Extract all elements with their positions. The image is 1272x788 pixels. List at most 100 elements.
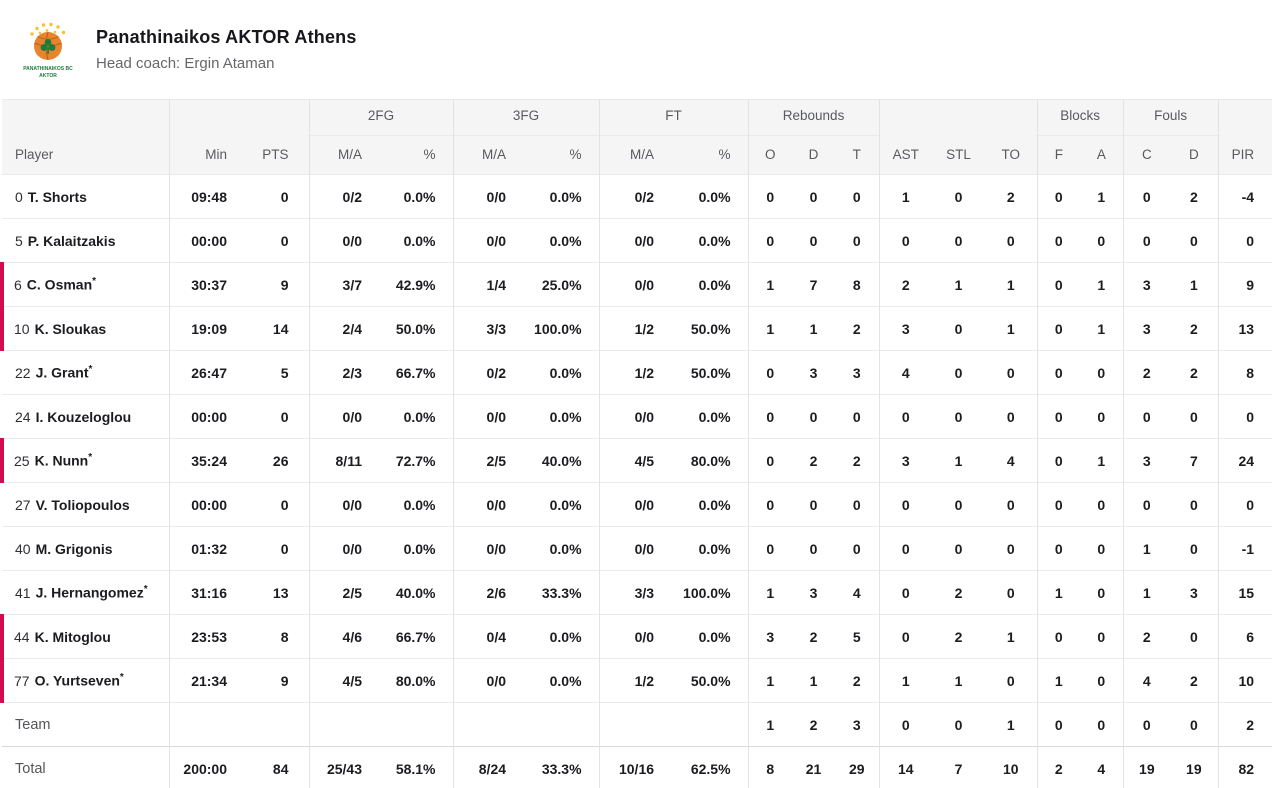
cell-fg2_pct: 80.0%	[379, 658, 454, 703]
cell-reb_t: 4	[835, 570, 880, 615]
cell-pts: 0	[244, 218, 309, 263]
cell-foul_c: 0	[1122, 218, 1171, 263]
cell-reb_d: 2	[792, 438, 836, 483]
cell-blk_a: 0	[1080, 702, 1124, 747]
cell-foul_d: 0	[1170, 702, 1219, 747]
cell-blk_f: 1	[1036, 570, 1081, 615]
cell-ast: 0	[878, 482, 933, 527]
table-header: Player Min PTS 2FG 3FG FT Rebounds AST S…	[2, 99, 1272, 175]
cell-reb_d: 0	[792, 174, 836, 219]
cell-min: 35:24	[168, 438, 244, 483]
cell-min: 01:32	[168, 526, 244, 571]
cell-fg3_ma: 0/0	[452, 218, 524, 263]
cell-pts: 26	[244, 438, 309, 483]
cell-reb_o: 1	[747, 262, 793, 307]
cell-ft_pct: 0.0%	[671, 526, 749, 571]
cell-foul_c: 19	[1122, 746, 1171, 788]
jersey-number: 24	[15, 408, 31, 425]
cell-min: 09:48	[168, 174, 244, 219]
cell-foul_d: 7	[1170, 438, 1219, 483]
team-logo: PANATHINAIKOS BC AKTOR	[18, 18, 78, 82]
cell-pir: 6	[1217, 614, 1272, 659]
cell-to: 0	[985, 658, 1038, 703]
player-name-cell[interactable]: 25 K. Nunn*	[0, 438, 169, 483]
cell-pir: 0	[1217, 482, 1272, 527]
player-name-cell[interactable]: 24 I. Kouzeloglou	[2, 394, 169, 439]
total-label: Total	[2, 746, 169, 788]
cell-reb_d: 3	[792, 570, 836, 615]
cell-fg3_pct: 40.0%	[523, 438, 600, 483]
cell-pts: 0	[244, 482, 309, 527]
cell-reb_t: 2	[835, 438, 880, 483]
cell-blk_a: 1	[1080, 438, 1124, 483]
cell-pts	[244, 702, 309, 747]
cell-ft_ma: 0/0	[598, 482, 672, 527]
col-header-player: Player	[2, 99, 169, 175]
cell-pts: 14	[244, 306, 309, 351]
cell-foul_d: 0	[1170, 526, 1219, 571]
cell-ast: 0	[878, 218, 933, 263]
jersey-number: 40	[15, 540, 31, 557]
cell-fg3_ma: 3/3	[452, 306, 524, 351]
cell-reb_t: 8	[835, 262, 880, 307]
cell-fg2_pct: 66.7%	[379, 350, 454, 395]
cell-blk_f: 0	[1036, 306, 1081, 351]
cell-fg2_ma: 8/11	[308, 438, 379, 483]
jersey-number: 6	[14, 276, 22, 293]
cell-to: 2	[985, 174, 1038, 219]
cell-reb_d: 0	[792, 526, 836, 571]
box-score-table: Player Min PTS 2FG 3FG FT Rebounds AST S…	[0, 99, 1272, 788]
cell-min: 21:34	[168, 658, 244, 703]
player-name-cell[interactable]: 77 O. Yurtseven*	[0, 658, 169, 703]
jersey-number: 41	[15, 584, 31, 601]
cell-ft_pct: 50.0%	[671, 658, 749, 703]
player-name: T. Shorts	[27, 188, 87, 205]
cell-ast: 1	[878, 174, 933, 219]
cell-fg2_pct: 66.7%	[379, 614, 454, 659]
cell-reb_d: 21	[792, 746, 836, 788]
cell-fg3_pct: 25.0%	[523, 262, 600, 307]
jersey-number: 44	[14, 628, 30, 645]
starter-mark: *	[88, 364, 93, 376]
player-name-cell[interactable]: 41 J. Hernangomez*	[2, 570, 169, 615]
jersey-number: 10	[14, 320, 30, 337]
starter-mark: *	[119, 672, 124, 684]
cell-reb_t: 29	[835, 746, 880, 788]
col-header-3fg-ma: M/A	[452, 135, 524, 175]
cell-foul_d: 0	[1170, 218, 1219, 263]
cell-foul_d: 2	[1170, 174, 1219, 219]
col-header-stl: STL	[932, 99, 986, 175]
cell-fg3_pct: 0.0%	[523, 174, 600, 219]
player-name-cell[interactable]: 0 T. Shorts	[2, 174, 169, 219]
table-row: 40 M. Grigonis 01:32 0 0/0 0.0% 0/0 0.0% 0/0 0.0%…	[2, 526, 1272, 571]
cell-pts: 84	[244, 746, 309, 788]
col-header-ast: AST	[878, 99, 933, 175]
jersey-number: 25	[14, 452, 30, 469]
player-name-cell[interactable]: 10 K. Sloukas	[0, 306, 169, 351]
player-name-cell[interactable]: 6 C. Osman*	[0, 262, 169, 307]
cell-ast: 2	[878, 262, 933, 307]
cell-ft_ma: 0/0	[598, 614, 672, 659]
cell-fg3_ma: 2/6	[452, 570, 524, 615]
cell-reb_d: 1	[792, 658, 836, 703]
cell-fg3_ma: 8/24	[452, 746, 524, 788]
cell-ft_ma: 10/16	[598, 746, 672, 788]
player-name-cell[interactable]: 5 P. Kalaitzakis	[2, 218, 169, 263]
cell-fg3_pct: 0.0%	[523, 394, 600, 439]
cell-fg2_ma	[308, 702, 379, 747]
col-header-ft-pct: %	[671, 135, 749, 175]
cell-foul_c: 2	[1122, 350, 1171, 395]
player-name-cell[interactable]: 44 K. Mitoglou	[0, 614, 169, 659]
cell-stl: 0	[932, 218, 986, 263]
player-name-cell[interactable]: 22 J. Grant*	[2, 350, 169, 395]
cell-foul_c: 1	[1122, 526, 1171, 571]
cell-fg2_pct: 0.0%	[379, 174, 454, 219]
player-name: V. Toliopoulos	[35, 496, 130, 513]
cell-pir: 82	[1217, 746, 1272, 788]
player-name-cell[interactable]: 40 M. Grigonis	[2, 526, 169, 571]
cell-ast: 14	[878, 746, 933, 788]
table-row: 24 I. Kouzeloglou 00:00 0 0/0 0.0% 0/0 0.0% 0/0 0…	[2, 394, 1272, 439]
cell-to: 1	[985, 702, 1038, 747]
cell-blk_f: 2	[1036, 746, 1081, 788]
player-name-cell[interactable]: 27 V. Toliopoulos	[2, 482, 169, 527]
